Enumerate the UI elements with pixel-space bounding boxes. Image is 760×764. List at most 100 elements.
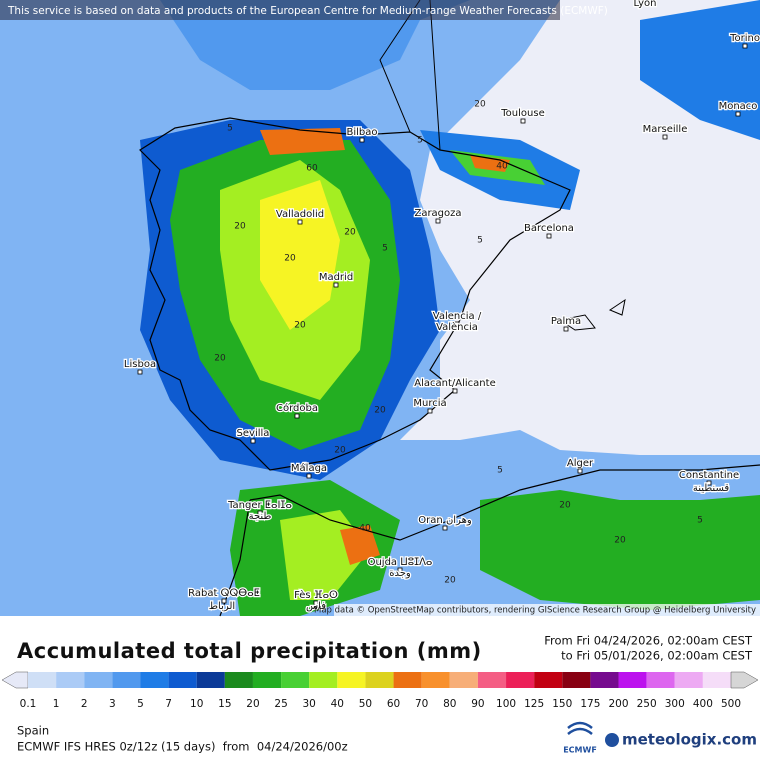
city-label: Málaga — [291, 462, 327, 474]
precip-algeria — [480, 490, 760, 610]
attribution: Map data © OpenStreetMap contributors, r… — [314, 606, 756, 616]
colorbar-label: 5 — [137, 698, 144, 710]
colorbar-arrow — [1, 671, 29, 689]
colorbar-arrow — [730, 671, 759, 689]
colorbar-segment — [506, 672, 535, 688]
colorbar-segment — [674, 672, 703, 688]
city-label: Sevilla — [237, 428, 270, 439]
contour-label: 20 — [334, 446, 346, 456]
colorbar-segment — [196, 672, 225, 688]
meteologix-icon — [605, 733, 619, 747]
precip-morocco-orange — [340, 525, 380, 565]
city-label: Palma — [551, 316, 581, 327]
colorbar-label: 175 — [580, 698, 600, 710]
city-label: Marseille — [643, 124, 688, 135]
city-marker — [662, 134, 668, 140]
city-label: Lyon — [633, 0, 656, 9]
city-marker — [294, 413, 300, 419]
contour-label: 40 — [496, 162, 508, 172]
colorbar: 0.1 1 2 3 5 7 10 15 20 25 30 40 50 60 70 80 90 100 125 150 1… — [1, 671, 759, 710]
colorbar-label: 0.1 — [20, 698, 37, 710]
contour-label: 20 — [559, 501, 571, 511]
period-to: to Fri 05/01/2026, 02:00am CEST — [561, 649, 753, 663]
city-label: Zaragoza — [414, 208, 461, 219]
city-marker — [221, 598, 227, 604]
city-label: Bilbao — [346, 127, 377, 138]
colorbar-segment — [252, 672, 282, 688]
colorbar-label: 80 — [443, 698, 456, 710]
colorbar-label: 30 — [303, 698, 316, 710]
coastline-atlantic — [219, 499, 251, 617]
city-label: València — [436, 321, 478, 333]
city-label: Barcelona — [524, 223, 574, 234]
colorbar-segment — [646, 672, 675, 688]
city-marker — [397, 567, 403, 573]
city-label: فاس — [306, 601, 326, 612]
contour-labels: 5 5 20 60 40 20 20 20 5 20 20 5 20 20 40 20 5 20 20 5 — [214, 100, 703, 586]
city-marker — [333, 282, 339, 288]
contour-label: 20 — [234, 222, 246, 232]
colorbar-segment — [590, 672, 619, 688]
city-label: Oran وهران — [418, 515, 472, 526]
colorbar-label: 15 — [218, 698, 231, 710]
contour-label: 20 — [444, 576, 456, 586]
colorbar-segment — [449, 672, 478, 688]
city-marker — [297, 219, 303, 225]
colorbar-label: 50 — [359, 698, 372, 710]
map: This service is based on data and produc… — [0, 0, 760, 617]
contour-label: 20 — [614, 536, 626, 546]
contour-label: 5 — [417, 136, 423, 146]
city-marker — [427, 408, 433, 414]
city-marker — [735, 111, 741, 117]
contour-label: 5 — [382, 244, 388, 254]
contour-label: 5 — [497, 466, 503, 476]
colorbar-label: 60 — [387, 698, 400, 710]
city-label: Lisboa — [124, 359, 156, 370]
contour-label: 20 — [214, 354, 226, 364]
city-label: Oujda ⵡⵓⵊⴷⴰ — [368, 557, 433, 568]
colorbar-segment — [337, 672, 366, 688]
precip-yellow — [260, 180, 340, 330]
city-label: Murcia — [413, 398, 446, 409]
colorbar-segment — [28, 672, 57, 688]
city-label: Toulouse — [500, 108, 544, 119]
city-marker — [435, 218, 441, 224]
ecmwf-icon — [567, 721, 593, 735]
city-label: Valencia / — [433, 311, 482, 322]
logo-meteologix: meteologix.com — [622, 731, 757, 749]
city-marker — [577, 468, 583, 474]
city-marker — [706, 480, 712, 486]
contour-label: 20 — [294, 321, 306, 331]
colorbar-label: 250 — [637, 698, 657, 710]
contour-label: 40 — [359, 524, 371, 534]
colorbar-segment — [365, 672, 394, 688]
city-label: Constantine — [679, 470, 739, 481]
city-label: وجدة — [389, 568, 411, 579]
colorbar-label: 150 — [552, 698, 572, 710]
city-marker — [454, 321, 460, 327]
colorbar-label: 500 — [721, 698, 741, 710]
colorbar-label: 125 — [524, 698, 544, 710]
contour-label: 5 — [227, 124, 233, 134]
contour-label: 20 — [344, 228, 356, 238]
colorbar-segment — [112, 672, 141, 688]
city-marker — [137, 369, 143, 375]
city-marker — [442, 525, 448, 531]
contour-label: 5 — [477, 236, 483, 246]
colorbar-label: 10 — [190, 698, 203, 710]
precip-cantabria — [260, 128, 345, 155]
coastline-africa — [249, 464, 760, 541]
region: Spain — [17, 724, 49, 738]
cities: Lyon Torino Monaco Toulouse Marseille Bilbao V… — [123, 0, 760, 613]
city-marker — [306, 473, 312, 479]
colorbar-label: 70 — [415, 698, 428, 710]
city-marker — [313, 600, 319, 606]
colorbar-segment — [421, 672, 450, 688]
colorbar-segment — [309, 672, 338, 688]
city-label: طنجة — [249, 511, 272, 522]
borders — [379, 0, 626, 331]
logo-ecmwf: ECMWF — [563, 746, 597, 755]
contour-label: 60 — [306, 164, 318, 174]
colorbar-label: 3 — [109, 698, 116, 710]
